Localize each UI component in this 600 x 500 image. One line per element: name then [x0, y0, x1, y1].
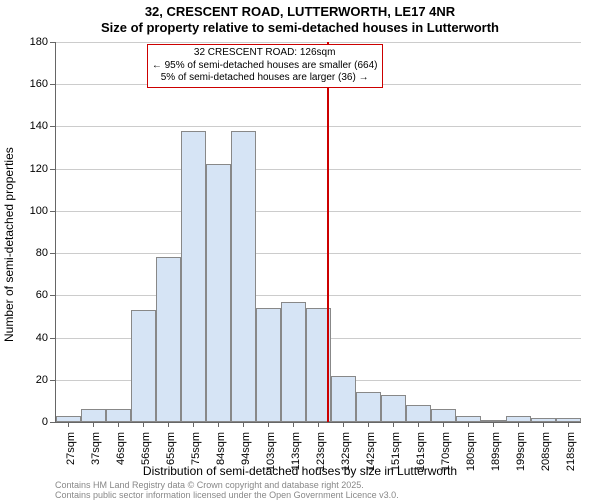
histogram-bar [431, 409, 456, 422]
y-tick-mark [50, 338, 55, 339]
x-tick-label: 142sqm [365, 432, 377, 492]
histogram-bar [81, 409, 106, 422]
chart-title-sub: Size of property relative to semi-detach… [0, 20, 600, 35]
x-tick-label: 218sqm [565, 432, 577, 492]
x-tick-label: 56sqm [140, 432, 152, 492]
y-tick-mark [50, 380, 55, 381]
histogram-bar [356, 392, 381, 422]
x-tick-label: 65sqm [165, 432, 177, 492]
histogram-bar [506, 416, 531, 422]
x-tick-label: 75sqm [190, 432, 202, 492]
grid-line [56, 42, 581, 43]
x-tick-mark [318, 422, 319, 427]
histogram-bar [256, 308, 281, 422]
y-tick-mark [50, 126, 55, 127]
x-tick-mark [493, 422, 494, 427]
x-tick-mark [118, 422, 119, 427]
histogram-bar [181, 131, 206, 422]
x-tick-mark [168, 422, 169, 427]
histogram-bar [406, 405, 431, 422]
x-tick-label: 46sqm [115, 432, 127, 492]
x-tick-mark [93, 422, 94, 427]
y-tick-label: 160 [8, 78, 48, 90]
grid-line [56, 253, 581, 254]
histogram-bar [556, 418, 581, 422]
plot-area: 32 CRESCENT ROAD: 126sqm← 95% of semi-de… [55, 42, 581, 423]
histogram-bar [56, 416, 81, 422]
x-tick-mark [418, 422, 419, 427]
x-tick-label: 123sqm [315, 432, 327, 492]
y-tick-label: 40 [8, 332, 48, 344]
x-tick-label: 180sqm [465, 432, 477, 492]
grid-line [56, 169, 581, 170]
x-tick-label: 208sqm [540, 432, 552, 492]
annotation-box: 32 CRESCENT ROAD: 126sqm← 95% of semi-de… [147, 44, 383, 88]
x-tick-mark [193, 422, 194, 427]
x-tick-mark [143, 422, 144, 427]
y-tick-label: 0 [8, 416, 48, 428]
x-tick-label: 84sqm [215, 432, 227, 492]
y-tick-mark [50, 169, 55, 170]
x-tick-label: 189sqm [490, 432, 502, 492]
x-tick-label: 161sqm [415, 432, 427, 492]
x-tick-label: 27sqm [65, 432, 77, 492]
y-tick-label: 180 [8, 36, 48, 48]
histogram-bar [156, 257, 181, 422]
marker-line [327, 42, 329, 422]
x-tick-label: 94sqm [240, 432, 252, 492]
x-tick-mark [518, 422, 519, 427]
histogram-bar [231, 131, 256, 422]
y-tick-label: 20 [8, 374, 48, 386]
histogram-bar [331, 376, 356, 422]
x-tick-mark [568, 422, 569, 427]
y-tick-label: 120 [8, 163, 48, 175]
y-tick-mark [50, 42, 55, 43]
y-axis-title: Number of semi-detached properties [2, 147, 16, 342]
y-tick-label: 100 [8, 205, 48, 217]
annotation-title: 32 CRESCENT ROAD: 126sqm [152, 47, 378, 60]
y-tick-mark [50, 84, 55, 85]
x-tick-mark [68, 422, 69, 427]
x-tick-label: 132sqm [340, 432, 352, 492]
grid-line [56, 211, 581, 212]
y-tick-mark [50, 295, 55, 296]
y-tick-label: 140 [8, 120, 48, 132]
x-tick-label: 170sqm [440, 432, 452, 492]
histogram-bar [206, 164, 231, 422]
x-tick-mark [393, 422, 394, 427]
x-tick-label: 113sqm [290, 432, 302, 492]
histogram-bar [381, 395, 406, 422]
x-tick-mark [543, 422, 544, 427]
histogram-chart: { "title_main": "32, CRESCENT ROAD, LUTT… [0, 0, 600, 500]
x-tick-mark [218, 422, 219, 427]
y-tick-label: 80 [8, 247, 48, 259]
x-tick-label: 37sqm [90, 432, 102, 492]
x-tick-mark [443, 422, 444, 427]
x-tick-label: 103sqm [265, 432, 277, 492]
x-tick-label: 199sqm [515, 432, 527, 492]
x-tick-mark [343, 422, 344, 427]
histogram-bar [456, 416, 481, 422]
x-tick-mark [293, 422, 294, 427]
y-tick-label: 60 [8, 289, 48, 301]
histogram-bar [531, 418, 556, 422]
x-tick-mark [243, 422, 244, 427]
y-tick-mark [50, 422, 55, 423]
x-tick-mark [268, 422, 269, 427]
annotation-line: 5% of semi-detached houses are larger (3… [152, 72, 378, 85]
histogram-bar [481, 420, 506, 422]
x-tick-label: 151sqm [390, 432, 402, 492]
x-tick-mark [368, 422, 369, 427]
grid-line [56, 126, 581, 127]
grid-line [56, 295, 581, 296]
annotation-line: ← 95% of semi-detached houses are smalle… [152, 60, 378, 73]
y-tick-mark [50, 253, 55, 254]
histogram-bar [281, 302, 306, 422]
y-tick-mark [50, 211, 55, 212]
histogram-bar [131, 310, 156, 422]
histogram-bar [106, 409, 131, 422]
x-tick-mark [468, 422, 469, 427]
chart-title-main: 32, CRESCENT ROAD, LUTTERWORTH, LE17 4NR [0, 4, 600, 19]
